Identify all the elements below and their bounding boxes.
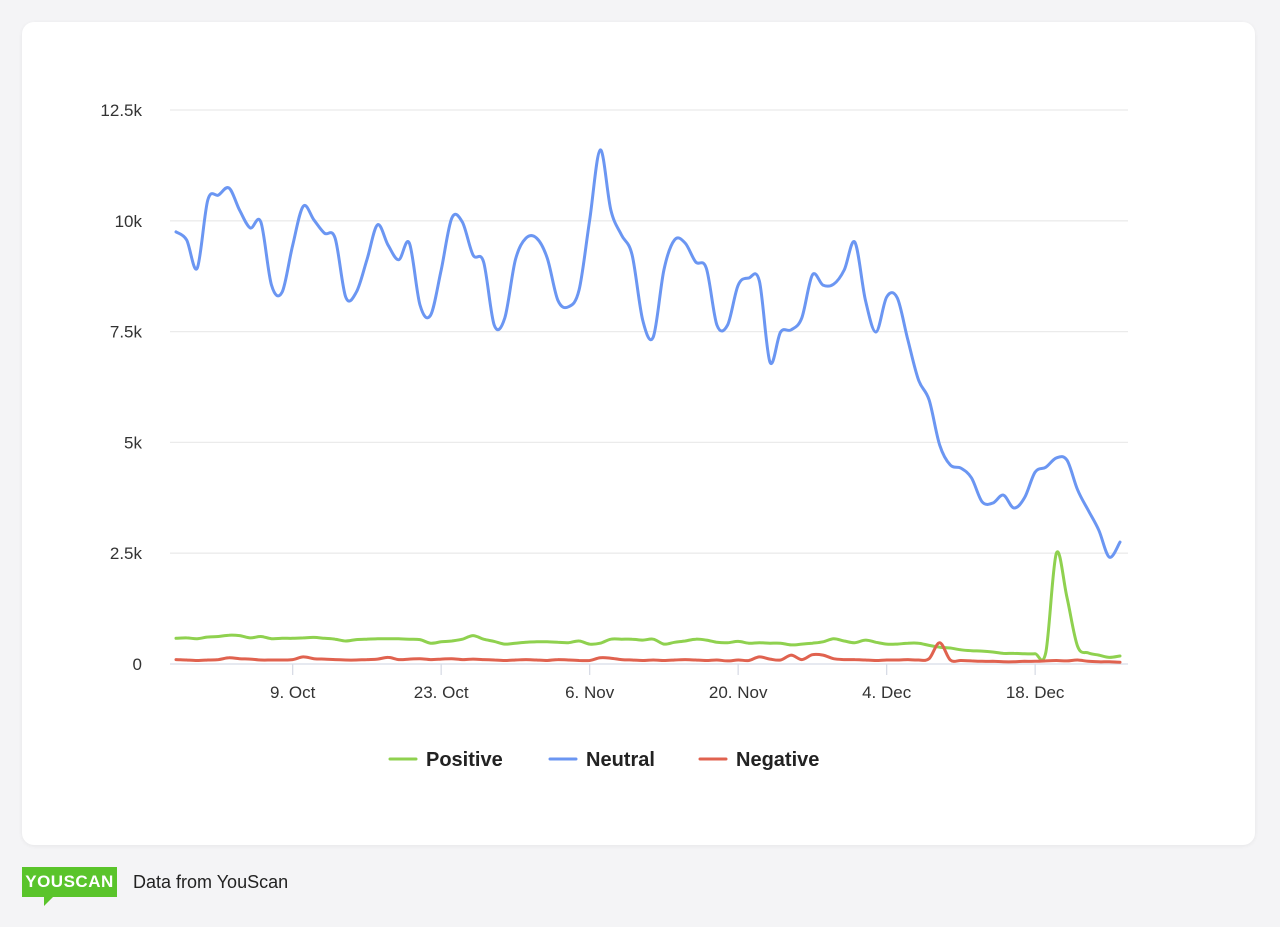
series-line-positive bbox=[174, 550, 1122, 662]
legend-label: Negative bbox=[736, 749, 819, 771]
youscan-logo: YOUSCAN bbox=[22, 867, 117, 906]
y-tick-label: 2.5k bbox=[110, 544, 143, 563]
x-tick-label: 9. Oct bbox=[270, 683, 316, 702]
y-tick-label: 5k bbox=[124, 433, 142, 452]
y-tick-label: 7.5k bbox=[110, 323, 143, 342]
legend-label: Neutral bbox=[586, 749, 655, 771]
x-tick-label: 4. Dec bbox=[862, 683, 912, 702]
x-tick-label: 23. Oct bbox=[414, 683, 469, 702]
x-tick-label: 6. Nov bbox=[565, 683, 615, 702]
footer-source-text: Data from YouScan bbox=[133, 872, 289, 892]
chart-card bbox=[22, 22, 1255, 845]
series-line-neutral bbox=[174, 148, 1122, 559]
x-tick-label: 20. Nov bbox=[709, 683, 768, 702]
y-tick-label: 10k bbox=[115, 212, 143, 231]
y-tick-label: 12.5k bbox=[100, 101, 142, 120]
legend-label: Positive bbox=[426, 749, 503, 771]
series-line-negative bbox=[174, 641, 1122, 664]
y-tick-label: 0 bbox=[133, 655, 142, 674]
x-tick-label: 18. Dec bbox=[1006, 683, 1065, 702]
